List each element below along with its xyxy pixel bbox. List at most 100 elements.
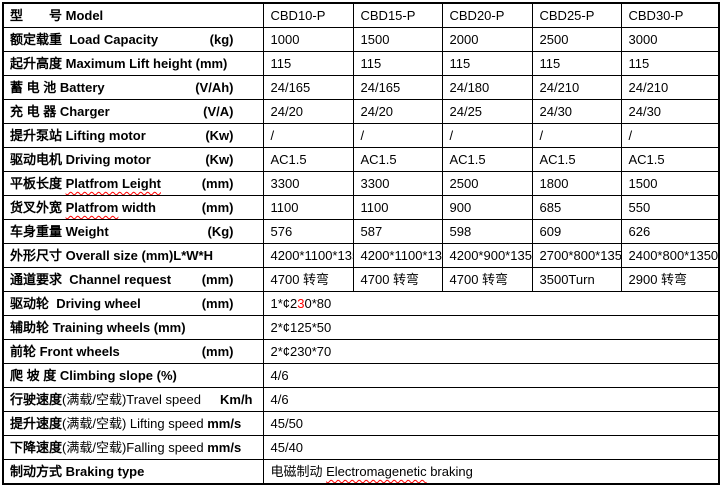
row-label-braking-type: 制动方式 Braking type	[2, 459, 264, 485]
unit-label: (Kg)	[207, 224, 234, 239]
value-cell: 24/20	[262, 99, 354, 124]
misspelled-word: Platfrom Leight	[65, 176, 161, 191]
merged-value-cell: 4/6	[262, 363, 720, 388]
value-cell: 576	[262, 219, 354, 244]
table-row-platform-length: 平板长度 Platfrom Leight (mm) 3300 3300 2500 …	[2, 171, 720, 196]
value-cell: 4700 转弯	[441, 267, 533, 292]
value-cell: 900	[441, 195, 533, 220]
table-row-driving-motor: 驱动电机 Driving motor (Kw) AC1.5 AC1.5 AC1.5…	[2, 147, 720, 172]
value-cell: AC1.5	[262, 147, 354, 172]
merged-value-cell: 2*¢125*50	[262, 315, 720, 340]
row-label-front-wheels: 前轮 Front wheels (mm)	[2, 339, 264, 364]
unit-label: (mm)	[201, 296, 234, 311]
value-cell: 1100	[352, 195, 443, 220]
value-cell: 2400*800*1350	[620, 243, 720, 268]
value-cell: 3300	[352, 171, 443, 196]
table-row-load-capacity: 额定载重 Load Capacity (kg) 1000 1500 2000 25…	[2, 27, 720, 52]
row-label-overall-size: 外形尺寸 Overall size (mm)L*W*H	[2, 243, 264, 268]
value-cell: /	[352, 123, 443, 148]
value-cell: 1800	[531, 171, 622, 196]
row-label-channel-request: 通道要求 Channel request (mm)	[2, 267, 264, 292]
table-row-falling-speed: 下降速度(满载/空载)Falling speed mm/s 45/40	[2, 435, 720, 460]
row-label-model: 型 号 Model	[2, 2, 264, 28]
unit-label: (mm)	[201, 272, 234, 287]
value-cell: 1100	[262, 195, 354, 220]
value-cell: 24/30	[531, 99, 622, 124]
value-cell: 4200*1100*1350	[352, 243, 443, 268]
value-cell: 115	[531, 51, 622, 76]
table-row-travel-speed: 行驶速度(满载/空载)Travel speed Km/h 4/6	[2, 387, 720, 412]
row-label-load-capacity: 额定载重 Load Capacity (kg)	[2, 27, 264, 52]
value-cell: 115	[441, 51, 533, 76]
value-cell: 4700 转弯	[262, 267, 354, 292]
table-row-lift-height: 起升高度 Maximum Lift height (mm) 115 115 11…	[2, 51, 720, 76]
unit-label: mm/s	[207, 416, 242, 431]
misspelled-word: Electromagenetic	[326, 464, 427, 479]
table-row-front-wheels: 前轮 Front wheels (mm) 2*¢230*70	[2, 339, 720, 364]
table-row-lifting-motor: 提升泵站 Lifting motor (Kw) / / / / /	[2, 123, 720, 148]
value-cell: 24/25	[441, 99, 533, 124]
unit-label: (Kw)	[205, 152, 234, 167]
row-label-lifting-motor: 提升泵站 Lifting motor (Kw)	[2, 123, 264, 148]
table-row-braking-type: 制动方式 Braking type 电磁制动 Electromagenetic …	[2, 459, 720, 485]
table-row-lifting-speed: 提升速度(满载/空载) Lifting speed mm/s 45/50	[2, 411, 720, 436]
value-cell: 24/30	[620, 99, 720, 124]
merged-value-cell: 电磁制动 Electromagenetic braking	[262, 459, 720, 485]
row-label-climbing-slope: 爬 坡 度 Climbing slope (%)	[2, 363, 264, 388]
value-cell: 24/180	[441, 75, 533, 100]
value-cell: 115	[262, 51, 354, 76]
value-cell: 3300	[262, 171, 354, 196]
value-cell: 24/165	[262, 75, 354, 100]
value-cell: 24/210	[531, 75, 622, 100]
value-cell: 2500	[441, 171, 533, 196]
table-row-driving-wheel: 驱动轮 Driving wheel (mm) 1*¢230*80	[2, 291, 720, 316]
model-name-cell: CBD10-P	[262, 2, 354, 28]
merged-value-cell: 2*¢230*70	[262, 339, 720, 364]
table-row-overall-size: 外形尺寸 Overall size (mm)L*W*H 4200*1100*13…	[2, 243, 720, 268]
merged-value-cell: 1*¢230*80	[262, 291, 720, 316]
row-label-driving-motor: 驱动电机 Driving motor (Kw)	[2, 147, 264, 172]
table-row-climbing-slope: 爬 坡 度 Climbing slope (%) 4/6	[2, 363, 720, 388]
value-cell: AC1.5	[620, 147, 720, 172]
merged-value-cell: 4/6	[262, 387, 720, 412]
value-cell: 2700*800*1350	[531, 243, 622, 268]
value-cell: 2900 转弯	[620, 267, 720, 292]
row-label-lift-height: 起升高度 Maximum Lift height (mm)	[2, 51, 264, 76]
value-cell: 115	[352, 51, 443, 76]
row-label-charger: 充 电 器 Charger (V/A)	[2, 99, 264, 124]
value-cell: AC1.5	[441, 147, 533, 172]
table-row-training-wheels: 辅助轮 Training wheels (mm) 2*¢125*50	[2, 315, 720, 340]
unit-label: Km/h	[220, 392, 253, 407]
value-cell: 24/210	[620, 75, 720, 100]
row-label-platform-length: 平板长度 Platfrom Leight (mm)	[2, 171, 264, 196]
value-cell: 4700 转弯	[352, 267, 443, 292]
value-cell: 626	[620, 219, 720, 244]
unit-label: (V/Ah)	[195, 80, 234, 95]
value-cell: 2000	[441, 27, 533, 52]
unit-label: mm/s	[207, 440, 242, 455]
value-cell: /	[262, 123, 354, 148]
value-cell: 1500	[352, 27, 443, 52]
value-cell: 24/165	[352, 75, 443, 100]
value-cell: AC1.5	[531, 147, 622, 172]
model-name-cell: CBD25-P	[531, 2, 622, 28]
row-label-platform-width: 货叉外宽 Platfrom width (mm)	[2, 195, 264, 220]
value-cell: 24/20	[352, 99, 443, 124]
value-cell: 3000	[620, 27, 720, 52]
value-cell: AC1.5	[352, 147, 443, 172]
value-cell: 1000	[262, 27, 354, 52]
model-name-cell: CBD20-P	[441, 2, 533, 28]
misspelled-word: Platfrom	[65, 200, 119, 215]
value-cell: /	[531, 123, 622, 148]
merged-value-cell: 45/50	[262, 411, 720, 436]
model-name-cell: CBD15-P	[352, 2, 443, 28]
value-cell: 598	[441, 219, 533, 244]
row-label-driving-wheel: 驱动轮 Driving wheel (mm)	[2, 291, 264, 316]
model-name-cell: CBD30-P	[620, 2, 720, 28]
value-cell: 1500	[620, 171, 720, 196]
row-label-travel-speed: 行驶速度(满载/空载)Travel speed Km/h	[2, 387, 264, 412]
row-label-lifting-speed: 提升速度(满载/空载) Lifting speed mm/s	[2, 411, 264, 436]
value-cell: /	[620, 123, 720, 148]
value-cell: 4200*900*1350	[441, 243, 533, 268]
value-cell: 587	[352, 219, 443, 244]
